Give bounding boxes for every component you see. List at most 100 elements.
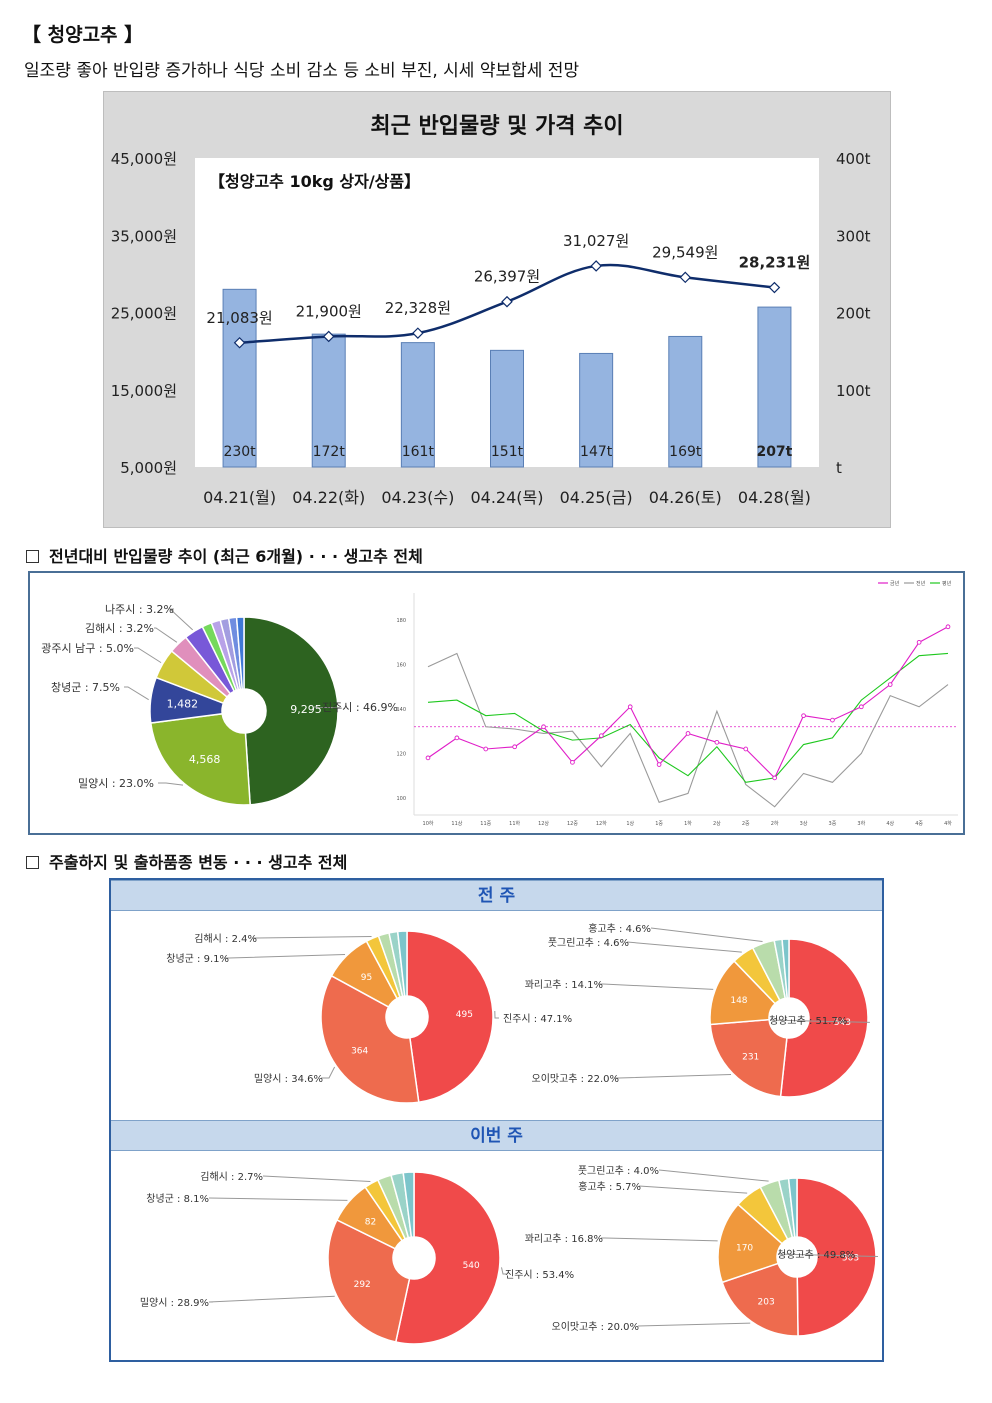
price-volume-chart: 최근 반입물량 및 가격 추이 【청양고추 10kg 상자/상품】 5,000원… xyxy=(103,91,891,528)
slice-label: 풋그린고추 : 4.0% xyxy=(578,1165,659,1177)
series-point xyxy=(772,775,778,781)
series-point xyxy=(512,744,518,750)
pie-slice xyxy=(406,930,494,1104)
series-point xyxy=(570,759,575,765)
pie-slice xyxy=(235,616,245,690)
x-tick-label: 04.28(월) xyxy=(738,488,811,507)
volume-label: 147t xyxy=(580,444,613,460)
slice-label: 김해시 : 2.4% xyxy=(194,932,257,945)
slice-label: 홍고추 : 4.6% xyxy=(588,922,651,935)
pie-slice xyxy=(396,930,408,997)
series-line xyxy=(427,652,949,783)
slice-label: 꽈리고추 : 14.1% xyxy=(525,979,603,991)
series-point xyxy=(541,724,546,730)
right-tick-label: 100t xyxy=(836,382,871,400)
leader-line xyxy=(124,686,149,701)
volume-bar xyxy=(579,352,614,468)
slice-value: 1,482 xyxy=(167,698,199,711)
pie-slice xyxy=(721,1262,799,1337)
series-point xyxy=(801,713,806,719)
slice-label: 창녕군 : 9.1% xyxy=(166,953,229,965)
leader-line xyxy=(766,1019,870,1023)
slice-value: 364 xyxy=(351,1047,368,1057)
pie-slice xyxy=(149,712,251,806)
left-tick-label: 15,000원 xyxy=(111,382,177,400)
x-tick-label: 4상 xyxy=(886,820,894,827)
price-point xyxy=(590,260,602,272)
right-tick-label: 300t xyxy=(836,227,871,245)
checkbox-icon xyxy=(26,550,39,563)
section-heading-inflow: 전년대비 반입물량 추이 (최근 6개월) · · · 생고추 전체 xyxy=(26,543,423,567)
this-week-pies: 540 진주시 : 53.4% 292 밀양시 : 28.9% 82 창녕군 : 8.1%… xyxy=(140,1165,879,1345)
x-tick-label: 4중 xyxy=(915,821,923,827)
slice-label: 진주시 : 47.1% xyxy=(503,1013,572,1025)
series-point xyxy=(743,746,749,752)
volume-bar xyxy=(668,335,703,468)
volume-label: 207t xyxy=(756,444,792,460)
price-point xyxy=(412,327,424,339)
slice-label: 풋그린고추 : 4.6% xyxy=(548,937,629,949)
checkbox-icon xyxy=(26,856,39,869)
inflow-trend-panel: 9,295 진주시 : 46.9% 4,568 밀양시 : 23.0% 1,482 창녕군… xyxy=(28,571,965,835)
right-tick-label: 200t xyxy=(836,305,871,323)
pie-slice xyxy=(709,960,777,1026)
series-point xyxy=(425,755,431,761)
leader-line xyxy=(494,1010,499,1019)
leader-line xyxy=(313,706,340,709)
chart-annotation: 【청양고추 10kg 상자/상품】 xyxy=(209,172,420,191)
y-tick-label: 140 xyxy=(396,707,406,713)
legend-label: 전년 xyxy=(916,580,926,587)
slice-label: 창녕군 : 8.1% xyxy=(146,1193,209,1205)
price-label: 31,027원 xyxy=(563,232,629,250)
x-tick-label: 4하 xyxy=(944,820,952,827)
series-point xyxy=(454,735,460,741)
pie-slice xyxy=(796,1177,877,1337)
slice-label: 진주시 : 53.4% xyxy=(505,1269,574,1281)
x-tick-label: 11중 xyxy=(480,821,491,827)
leader-line xyxy=(154,627,178,643)
x-tick-label: 04.25(금) xyxy=(560,488,633,507)
right-tick-label: 400t xyxy=(836,150,871,168)
slice-value: 543 xyxy=(834,1018,851,1028)
pie-slice xyxy=(779,938,869,1098)
page-subtitle: 일조량 좋아 반입량 증가하나 식당 소비 감소 등 소비 부진, 시세 약보합… xyxy=(24,61,580,81)
slice-label: 밀양시 : 28.9% xyxy=(140,1297,209,1309)
pie-slice xyxy=(320,974,420,1104)
volume-label: 161t xyxy=(402,444,435,460)
y-tick-label: 120 xyxy=(396,751,406,757)
page-title: 【 청양고추 】 xyxy=(22,24,144,46)
series-line xyxy=(427,626,949,779)
slice-value: 9,295 xyxy=(290,703,322,716)
leader-line xyxy=(638,1185,748,1194)
price-point xyxy=(233,336,246,349)
series-point xyxy=(858,704,864,710)
x-tick-label: 1중 xyxy=(655,821,663,827)
x-tick-label: 2상 xyxy=(713,820,721,827)
section-heading-shipping: 주출하지 및 출하품종 변동 · · · 생고추 전체 xyxy=(26,849,347,873)
series-point xyxy=(656,762,662,767)
slice-value: 4,568 xyxy=(189,753,221,766)
y-tick-label: 100 xyxy=(396,796,406,802)
x-tick-label: 12하 xyxy=(596,820,607,827)
shipping-panel: 전 주 이번 주 495 진주시 : 47.1% 364 밀양시 : 34.6% 95 창… xyxy=(109,878,884,1362)
series-point xyxy=(887,682,893,687)
volume-bar xyxy=(311,333,346,468)
leader-line xyxy=(208,1197,348,1201)
series-point xyxy=(945,624,951,630)
series-point xyxy=(685,731,691,736)
x-tick-label: 04.26(토) xyxy=(649,488,722,507)
x-tick-label: 3하 xyxy=(857,820,865,827)
pie-slice xyxy=(394,1171,501,1345)
leader-line xyxy=(599,983,714,990)
leader-line xyxy=(650,927,763,942)
slice-value: 148 xyxy=(730,996,747,1006)
x-tick-label: 04.24(목) xyxy=(470,488,543,507)
leader-line xyxy=(262,1175,371,1183)
x-tick-label: 3중 xyxy=(829,821,837,827)
slice-value: 540 xyxy=(463,1261,480,1271)
price-label: 21,083원 xyxy=(206,309,272,327)
legend-label: 평년 xyxy=(942,580,952,587)
volume-bar xyxy=(400,342,435,468)
price-point xyxy=(501,295,513,308)
volume-bar xyxy=(490,349,524,468)
